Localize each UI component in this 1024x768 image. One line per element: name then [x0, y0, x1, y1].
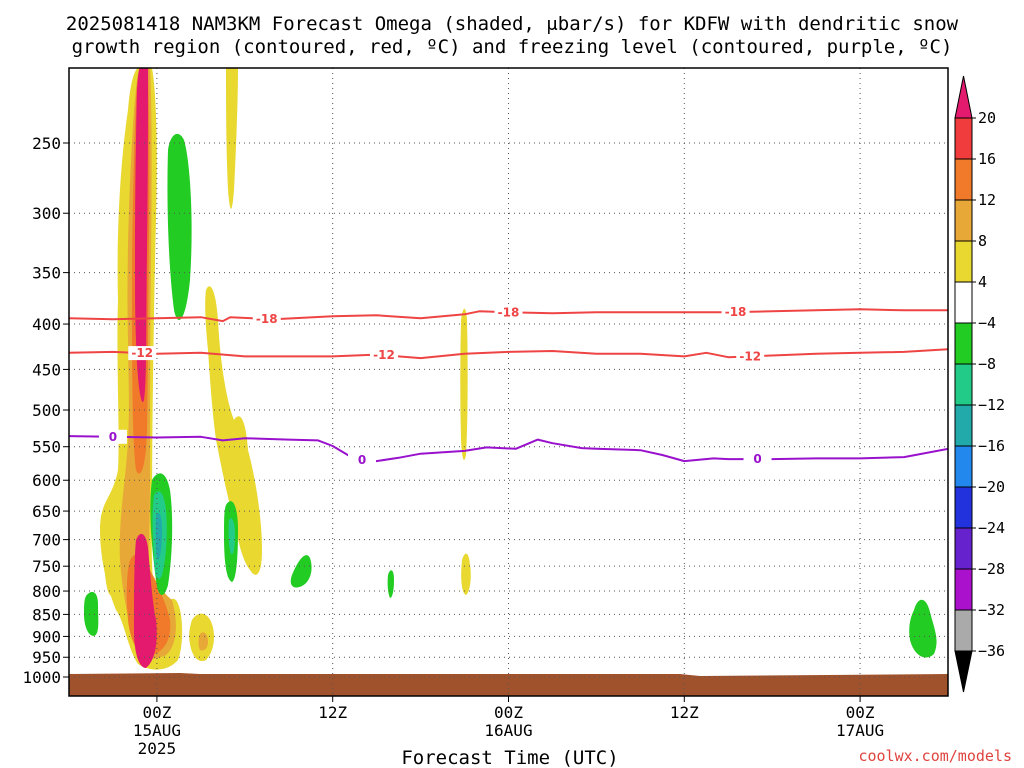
contour-lines: -18 -18 -18 -12 -12 -12 0 0 0	[69, 305, 948, 467]
contour-label-bg	[743, 452, 772, 467]
colorbar: 20 16 12 8 4 −4 −8 −12 −16 −20 −24 −28 −32 −36	[954, 75, 1005, 693]
colorbar-segment	[954, 240, 973, 283]
contour-label-bg	[128, 346, 157, 361]
x-tick-label: 12Z	[670, 703, 699, 722]
contour-line	[69, 435, 948, 463]
colorbar-label: −24	[978, 519, 1005, 537]
y-tick-label: 1000	[22, 668, 61, 687]
contour-label: -12	[739, 349, 761, 363]
chart-title-line1: 2025081418 NAM3KM Forecast Omega (shaded…	[66, 13, 959, 35]
colorbar-segment	[954, 363, 973, 406]
colorbar-segment	[954, 527, 973, 570]
colorbar-label: −8	[978, 355, 996, 373]
shade-green-blob-12z	[290, 555, 312, 588]
shade-upper-green	[167, 133, 192, 320]
y-tick-label: 600	[32, 471, 61, 490]
colorbar-segment	[954, 445, 973, 488]
contour-label: -18	[498, 305, 520, 319]
colorbar-segment	[954, 609, 973, 652]
y-tick-label: 300	[32, 204, 61, 223]
contour-label: -18	[725, 305, 747, 319]
contour-label: -18	[256, 312, 278, 326]
colorbar-label: −20	[978, 478, 1005, 496]
contour-line	[69, 348, 948, 360]
x-tick-label: 17AUG	[836, 721, 884, 740]
y-tick-label: 450	[32, 360, 61, 379]
y-tick-label: 250	[32, 134, 61, 153]
x-tick-label: 00Z	[494, 703, 523, 722]
colorbar-label: −12	[978, 396, 1005, 414]
colorbar-segment	[954, 404, 973, 447]
colorbar-label: −16	[978, 437, 1005, 455]
shade-mid-yellow-plume	[205, 286, 262, 575]
y-tick-label: 550	[32, 438, 61, 457]
shade-upper-yellow-streak	[226, 68, 238, 209]
y-axis: 250 300 350 400 450 500 550 600 650 700 750 800 850 9…	[22, 134, 69, 687]
y-tick-label: 400	[32, 315, 61, 334]
contour-label-bg	[721, 305, 750, 320]
colorbar-label: −4	[978, 314, 996, 332]
colorbar-segment	[954, 281, 973, 324]
colorbar-segment	[954, 486, 973, 529]
colorbar-bottom-triangle	[954, 650, 973, 693]
contour-label: 0	[109, 430, 117, 444]
contour-label-bg	[98, 429, 127, 444]
y-tick-label: 950	[32, 648, 61, 667]
colorbar-segment	[954, 568, 973, 611]
contour-label: -12	[373, 348, 395, 362]
shade-mid-green-teal	[228, 518, 235, 555]
contour-line	[69, 308, 948, 323]
plot-area	[69, 68, 948, 696]
contour-label: -12	[131, 346, 153, 360]
shade-lower-left-yellow	[104, 516, 118, 596]
surface-fill	[69, 673, 948, 696]
contour-label-bg	[494, 305, 523, 320]
x-tick-label: 16AUG	[484, 721, 532, 740]
contour-label-bg	[369, 348, 398, 363]
shade-left-green-blob	[84, 591, 99, 636]
x-tick-label: 12Z	[318, 703, 347, 722]
y-tick-label: 850	[32, 605, 61, 624]
shade-lower-magenta	[134, 533, 157, 668]
shade-yellow-streak-28z	[460, 308, 468, 460]
colorbar-label: −28	[978, 560, 1005, 578]
x-tick-label: 00Z	[142, 703, 171, 722]
chart-title-line2: growth region (contoured, red, ºC) and f…	[72, 36, 953, 58]
y-tick-label: 750	[32, 557, 61, 576]
x-axis-title: Forecast Time (UTC)	[401, 747, 618, 768]
colorbar-label: 12	[978, 191, 996, 209]
y-tick-label: 350	[32, 264, 61, 283]
contour-label-bg	[252, 311, 281, 326]
colorbar-segment	[954, 117, 973, 160]
colorbar-label: 8	[978, 232, 987, 250]
colorbar-label: −32	[978, 601, 1005, 619]
x-tick-label: 2025	[138, 739, 177, 758]
colorbar-label: −36	[978, 642, 1005, 660]
x-tick-label: 15AUG	[133, 721, 181, 740]
contour-label: 0	[358, 453, 366, 467]
credit-text: coolwx.com/models	[858, 747, 1012, 765]
colorbar-label: 16	[978, 150, 996, 168]
x-tick-label: 00Z	[846, 703, 875, 722]
shade-yellow-blob-28z	[461, 553, 471, 595]
colorbar-segment	[954, 199, 973, 242]
shade-lower-right-orange	[198, 632, 208, 651]
contour-label: 0	[753, 452, 761, 466]
colorbar-segment	[954, 322, 973, 365]
y-tick-label: 500	[32, 401, 61, 420]
colorbar-top-triangle	[954, 75, 973, 119]
colorbar-label: 4	[978, 273, 987, 291]
contour-label-bg	[348, 452, 376, 467]
colorbar-segment	[954, 158, 973, 201]
y-tick-label: 700	[32, 531, 61, 550]
contour-label-bg	[736, 349, 765, 364]
y-tick-label: 800	[32, 582, 61, 601]
y-tick-label: 900	[32, 627, 61, 646]
colorbar-label: 20	[978, 109, 996, 127]
y-tick-label: 650	[32, 502, 61, 521]
